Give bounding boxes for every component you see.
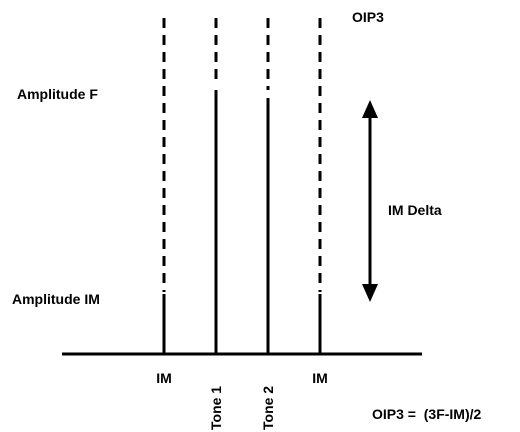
amplitude-im-label: Amplitude IM bbox=[12, 291, 100, 307]
arrow-head bbox=[362, 284, 378, 302]
tone-label: IM bbox=[156, 370, 172, 386]
arrow-head bbox=[362, 100, 378, 118]
tone-label: Tone 2 bbox=[260, 386, 276, 430]
tone-label: IM bbox=[312, 370, 328, 386]
oip3-label: OIP3 bbox=[352, 9, 384, 25]
amplitude-f-label: Amplitude F bbox=[17, 86, 98, 102]
formula: OIP3 = (3F-IM)/2 bbox=[372, 406, 482, 422]
tone-label: Tone 1 bbox=[208, 386, 224, 430]
im-delta-label: IM Delta bbox=[388, 202, 442, 218]
